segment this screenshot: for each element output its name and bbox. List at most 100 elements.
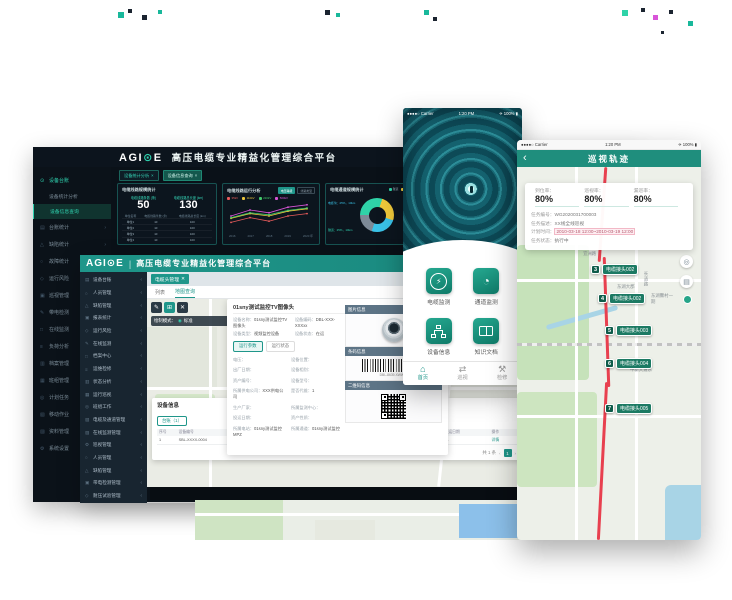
table-cell: — xyxy=(442,436,490,446)
sidebar-item[interactable]: ▣ 带电检测管理 ‹ xyxy=(80,477,147,490)
sidebar-item[interactable]: △ 缺陷管理 ‹ xyxy=(80,299,147,312)
poi-dot[interactable] xyxy=(683,295,692,304)
legend-swatch xyxy=(388,187,392,191)
sidebar-item-label: 运行风险 xyxy=(93,328,112,334)
expand-icon[interactable]: ⊞ xyxy=(164,302,175,313)
next-page-icon[interactable]: › xyxy=(514,450,516,456)
app-tile[interactable]: ⚡ 电缆监测 xyxy=(425,268,452,306)
chevron-icon: ‹ xyxy=(140,480,142,487)
app-tile[interactable]: 知识文档 xyxy=(473,318,500,356)
map-pin[interactable]: 5 电缆接头003 xyxy=(605,325,653,336)
sidebar-group-device-ledger[interactable]: ⊙ 设备台账 xyxy=(33,172,111,189)
layers-icon[interactable]: ▤ xyxy=(680,275,693,288)
nav-item[interactable]: ⇄ 巡视 xyxy=(443,362,483,385)
table-row: 单位2 10 100 xyxy=(122,224,212,231)
table-cell: 10 xyxy=(138,217,173,225)
app-label: 电缆监测 xyxy=(427,300,451,306)
data-point xyxy=(287,215,289,217)
confetti-dot xyxy=(433,17,437,21)
map-pin[interactable]: 3 电缆接头002 xyxy=(591,264,639,275)
nav-item[interactable]: ⌂ 首页 xyxy=(403,362,443,385)
chevron-right-icon: › xyxy=(104,224,106,231)
metric-value: 80% xyxy=(584,194,603,204)
close-icon[interactable]: × xyxy=(194,173,198,178)
metric-bar xyxy=(633,205,679,207)
ledger-button[interactable]: 台账（1） xyxy=(157,416,188,426)
field-pair: 资产编号： xyxy=(233,378,287,384)
nav-item[interactable]: ⚒ 检修 xyxy=(482,362,522,385)
sidebar-item[interactable]: ◇ 运行风险 ‹ xyxy=(80,325,147,338)
page-number[interactable]: 1 xyxy=(503,449,512,457)
nav-label: 巡视 xyxy=(457,375,468,381)
table-cell[interactable]: 详情 xyxy=(489,436,517,446)
table-cell: 单位2 xyxy=(122,224,139,231)
sidebar-item[interactable]: ▧ 电缆及通道管理 ‹ xyxy=(80,414,147,427)
data-point xyxy=(268,213,270,216)
sidebar-item[interactable]: ◎ 班组工作 ‹ xyxy=(80,401,147,414)
table-cell: 100 xyxy=(172,217,212,225)
field-pair: 设备型号： xyxy=(291,378,345,384)
patrol-map[interactable]: 到位率： 80% 巡视率： 80% 漏巡率： 80% 任务编号：WG20200317000… xyxy=(517,167,701,540)
close-icon[interactable]: × xyxy=(151,173,154,178)
chevron-icon: ‹ xyxy=(140,467,142,474)
close-icon[interactable]: ✕ xyxy=(177,302,188,313)
nav-label: 检修 xyxy=(496,375,508,381)
app-grid: ⚡ 电缆监测 ◔ 通道监测 设备信息 知识文档 xyxy=(403,268,522,356)
sidebar-item[interactable]: ▤ 设备台账 ‹ xyxy=(80,274,147,287)
tab-device-statistics[interactable]: 设备统计分析 × xyxy=(119,170,159,181)
sidebar-item[interactable]: ≡ 运维检修 ‹ xyxy=(80,363,147,376)
stat-row: 电缆线路条数 (条) 50 电缆线路总长度 (km) 130 xyxy=(122,195,212,211)
subtab-map-query[interactable]: 地图查询 xyxy=(175,286,196,298)
column-header: 投运日期 xyxy=(442,429,490,437)
radio-icon[interactable]: ◉ xyxy=(177,318,182,323)
confetti-dot xyxy=(669,10,673,14)
legend-item: 隧道 xyxy=(388,187,398,191)
app-tile[interactable]: 设备信息 xyxy=(425,318,452,356)
prev-page-icon[interactable]: ‹ xyxy=(499,450,501,456)
sidebar-item-label: 资料管理 xyxy=(49,429,70,435)
draw-mode-bar[interactable]: 绘制模式： ◉ 标准 xyxy=(151,316,237,326)
sidebar-item[interactable]: ▦ 运行巡视 ‹ xyxy=(80,388,147,401)
sidebar-item[interactable]: △ 缺陷管理 ‹ xyxy=(80,464,147,477)
task-value: WG2020031700003 xyxy=(554,212,597,217)
donut-callout: 隧道：25%，10km xyxy=(328,228,353,232)
map-road xyxy=(209,299,212,487)
sidebar-item[interactable]: ▤ 台账统计 › xyxy=(33,219,111,236)
webapp-title: 高压电缆专业精益化管理综合平台 xyxy=(136,259,272,268)
sidebar-item-icon: ◎ xyxy=(40,394,45,401)
sidebar-item[interactable]: ◇ 耐压试验管理 ‹ xyxy=(80,490,147,503)
sidebar-item[interactable]: ▨ 在线监测管理 ‹ xyxy=(80,426,147,439)
sidebar-item[interactable]: △ 缺陷统计 › xyxy=(33,236,111,253)
app-tile[interactable]: ◔ 通道监测 xyxy=(473,268,500,306)
line-type-button[interactable]: 线路类型 xyxy=(297,187,315,194)
airplane-icon: ✈ xyxy=(678,142,682,147)
map-pin[interactable]: 6 电缆接头004 xyxy=(605,358,653,369)
close-icon[interactable]: ✕ xyxy=(181,276,186,282)
locate-icon[interactable]: ◎ xyxy=(680,255,693,268)
sidebar-item[interactable]: □ 档案中心 ‹ xyxy=(80,350,147,363)
subtab-list[interactable]: 列表 xyxy=(155,289,166,296)
map-pin[interactable]: 4 电缆接头002 xyxy=(598,293,646,304)
sidebar-item[interactable]: ✎ 在线监测 ‹ xyxy=(80,337,147,350)
sidebar-subitem[interactable]: 设备信息查询 xyxy=(33,204,111,219)
data-point xyxy=(249,209,251,211)
sidebar-item[interactable]: ▣ 报表统计 ‹ xyxy=(80,312,147,325)
confetti-dot xyxy=(424,10,429,15)
sidebar-item[interactable]: ⚙ 巡视管理 ‹ xyxy=(80,439,147,452)
sidebar-item[interactable]: ▥ 状态分析 ‹ xyxy=(80,376,147,389)
task-value: 2010-03-18 12:00~2010-03-19 12:00 xyxy=(554,228,636,236)
sidebar-item-label: 巡视管理 xyxy=(93,442,112,448)
sidebar-subitem[interactable]: 设备统计分析 xyxy=(49,195,78,200)
table-header-row: 单位名称 电缆线路条数 (条) 电缆线路总长度 (km) xyxy=(122,213,212,219)
task-value: 执行中 xyxy=(554,237,569,243)
voltage-level-button[interactable]: 电压等级 xyxy=(277,187,296,194)
tab-device-info-query[interactable]: 设备信息查询 × xyxy=(162,170,203,181)
back-icon[interactable]: ‹ xyxy=(523,152,527,164)
sidebar-item[interactable]: ○ 人员管理 ‹ xyxy=(80,287,147,300)
sidebar-item[interactable]: ○ 人员管理 ‹ xyxy=(80,452,147,465)
tab-run-status[interactable]: 运行状态 xyxy=(265,340,296,352)
tab-run-params[interactable]: 运行参数 xyxy=(233,340,263,352)
map-pin[interactable]: 7 电缆接头005 xyxy=(605,403,653,414)
edit-icon[interactable]: ✎ xyxy=(151,302,162,313)
tab-cable-head-management[interactable]: 电缆头管理 ✕ xyxy=(151,274,190,284)
